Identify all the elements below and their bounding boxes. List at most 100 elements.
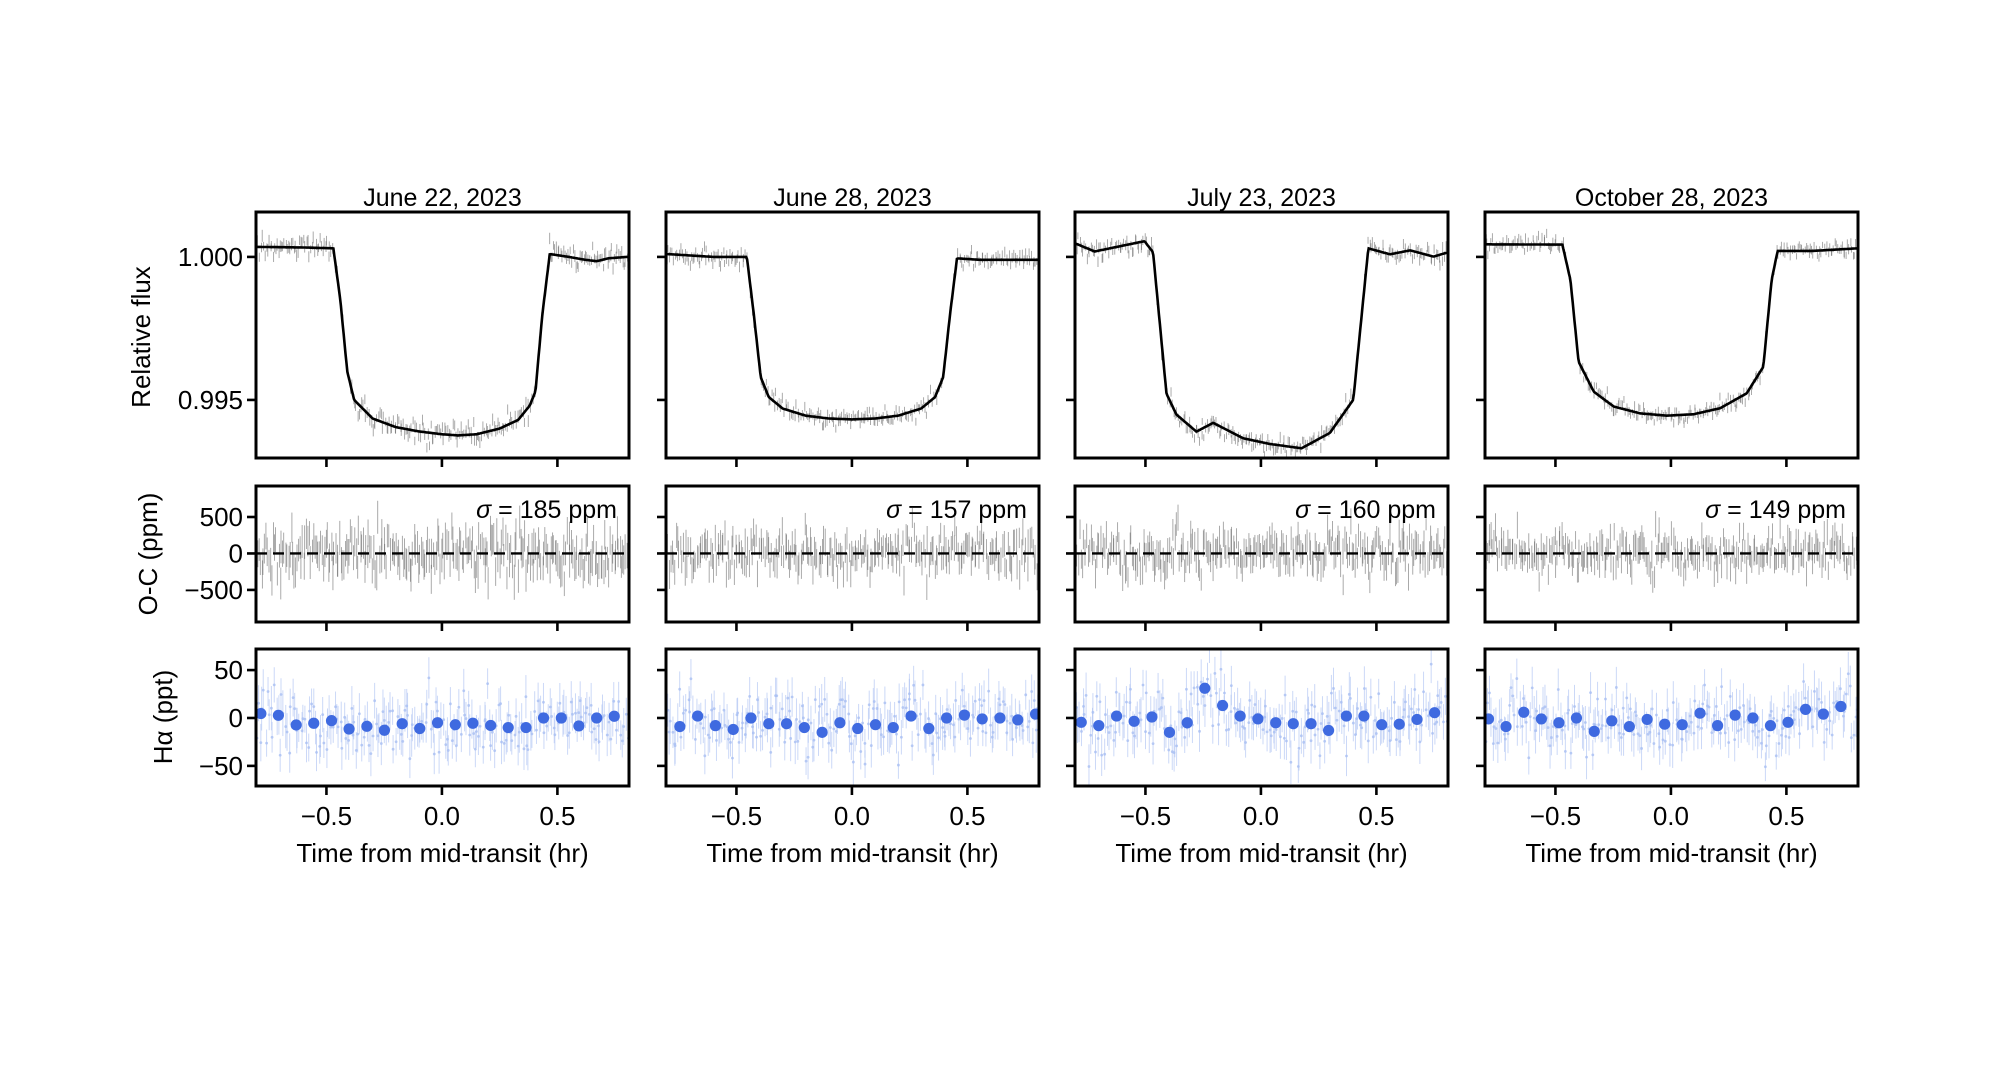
halpha-data-marker [500,740,503,744]
halpha-data-marker [755,735,758,739]
halpha-data-marker [872,700,876,703]
halpha-data-marker [1541,707,1545,710]
halpha-data-marker [1574,723,1578,727]
halpha-data-marker [910,744,914,748]
y-tick-label: 0 [229,703,243,733]
halpha-data-marker [585,706,589,710]
halpha-data-marker [727,737,731,741]
halpha-data-marker [1310,703,1314,707]
halpha-binned-point [1817,708,1829,720]
halpha-binned-point [1641,713,1653,726]
halpha-data-marker [1668,743,1672,747]
halpha-data-marker [1147,731,1151,735]
halpha-data-marker [1263,704,1267,708]
halpha-data-marker [1369,695,1373,699]
halpha-data-marker [288,751,292,755]
halpha-data-marker [1323,739,1327,743]
halpha-data-marker [579,715,583,719]
halpha-data-marker [1443,694,1447,698]
halpha-data-marker [542,700,545,704]
halpha-data-marker [1192,686,1196,690]
halpha-data-marker [1663,739,1667,743]
halpha-data-marker [1114,730,1117,734]
y-tick-label: 500 [200,502,243,532]
halpha-data-marker [1591,753,1595,757]
halpha-binned-point [1252,713,1264,725]
halpha-data-marker [1342,724,1346,728]
halpha-data-marker [381,710,385,714]
halpha-data-marker [1844,692,1848,696]
halpha-binned-point [1322,724,1335,737]
halpha-data-marker [1433,722,1437,726]
halpha-data-marker [949,722,952,726]
halpha-binned-point [905,710,917,722]
halpha-data-marker [844,699,847,703]
halpha-data-marker [285,730,289,734]
halpha-data-marker [371,734,375,738]
halpha-data-marker [624,712,628,716]
halpha-data-marker [1026,725,1030,729]
halpha-data-marker [678,687,682,691]
halpha-data-marker [737,740,741,744]
halpha-data-marker [987,689,991,693]
halpha-data-marker [703,715,707,719]
halpha-binned-point [1764,720,1777,732]
halpha-data-marker [1733,738,1737,742]
halpha-data-marker [720,726,724,730]
halpha-data-marker [1585,755,1588,759]
halpha-data-marker [715,739,718,742]
halpha-binned-point [449,719,461,731]
halpha-data-marker [828,726,832,729]
halpha-data-marker [594,738,598,741]
halpha-data-marker [1003,703,1007,706]
halpha-data-marker [861,721,865,725]
halpha-data-marker [1688,714,1692,718]
halpha-data-marker [1811,725,1815,729]
halpha-data-marker [1563,724,1567,728]
halpha-data-marker [1767,734,1771,738]
halpha-data-marker [1080,730,1083,733]
halpha-binned-point [780,718,793,730]
halpha-data-marker [1625,696,1629,700]
halpha-data-marker [1774,754,1778,758]
plot-area [1485,228,1858,428]
halpha-data-marker [427,676,431,680]
halpha-data-marker [1712,713,1716,717]
halpha-data-marker [1294,710,1298,714]
halpha-data-marker [1535,709,1539,713]
halpha-data-marker [1723,731,1727,735]
panel-column-2: June 28, 2023 σ = 157 ppm −0.5 0.0 0.5 Time f… [657,184,1041,868]
halpha-data-marker [1511,694,1515,698]
halpha-data-marker [1634,714,1638,718]
halpha-data-marker [945,708,949,711]
halpha-data-marker [373,699,377,703]
halpha-data-marker [1609,726,1613,730]
halpha-data-marker [517,730,521,734]
halpha-data-marker [989,723,992,727]
sigma-symbol: σ [886,496,902,524]
halpha-binned-point [414,722,426,735]
halpha-data-marker [1096,737,1100,740]
halpha-data-marker [1211,724,1215,728]
halpha-data-marker [437,750,441,754]
halpha-data-marker [1394,738,1398,741]
halpha-binned-point [1146,711,1158,723]
halpha-data-marker [1337,709,1341,713]
halpha-data-marker [1408,723,1412,727]
halpha-data-marker [408,757,412,761]
halpha-data-marker [1392,700,1396,704]
halpha-data-marker [1784,735,1788,738]
halpha-data-marker [882,735,885,739]
halpha-data-marker [1139,718,1143,722]
halpha-data-marker [1144,691,1148,695]
halpha-data-marker [1515,725,1519,729]
halpha-data-marker [1846,672,1850,676]
halpha-data-marker [477,734,480,738]
halpha-data-marker [1291,709,1295,713]
halpha-data-marker [597,740,601,744]
halpha-data-marker [486,682,490,686]
halpha-binned-point [1340,710,1352,722]
halpha-data-marker [464,717,468,720]
halpha-data-marker [913,698,917,702]
halpha-data-marker [1131,731,1135,735]
